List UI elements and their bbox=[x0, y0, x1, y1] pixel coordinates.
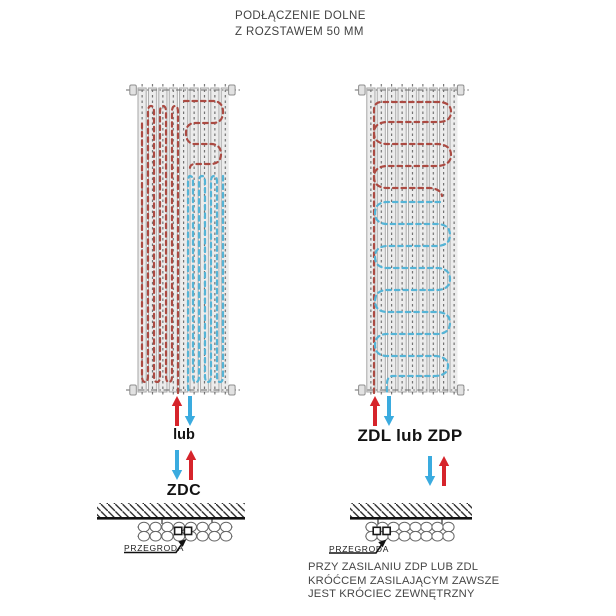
cap-icon bbox=[456, 84, 465, 96]
supply-arrow-up bbox=[185, 450, 197, 480]
partition-left bbox=[97, 503, 245, 554]
cap-icon bbox=[129, 84, 137, 96]
connection-nozzle bbox=[173, 526, 183, 536]
page-title: PODŁĄCZENIE DOLNE Z ROZSTAWEM 50 MM bbox=[235, 10, 366, 38]
connection-nozzle bbox=[382, 526, 391, 536]
hatched-wall bbox=[350, 503, 472, 517]
left-radiator-return-flow-path bbox=[186, 174, 225, 395]
left-partition-label: PRZEGRODA bbox=[124, 543, 185, 553]
radiator-left bbox=[126, 84, 240, 396]
right-partition-label: PRZEGRODA bbox=[329, 543, 390, 554]
left-connection-type-label: ZDC bbox=[166, 482, 202, 499]
cap-icon bbox=[228, 384, 236, 396]
radiator-right-tubes bbox=[365, 84, 458, 396]
left-option-label: lub bbox=[173, 427, 195, 443]
radiator-right bbox=[354, 84, 469, 396]
left-radiator-supply-flow-path-top bbox=[182, 99, 225, 170]
connection-nozzle bbox=[372, 526, 382, 536]
wall-line bbox=[97, 517, 245, 520]
return-arrow-down bbox=[424, 456, 436, 486]
supply-nozzle-note: PRZY ZASILANIU ZDP LUB ZDL KRÓĆCEM ZASIL… bbox=[308, 561, 500, 600]
callout-arrow-icon bbox=[178, 539, 187, 547]
left-radiator-supply-flow-path bbox=[140, 104, 180, 395]
return-arrow-down bbox=[171, 450, 183, 480]
right-radiator-return-flow-path bbox=[373, 200, 452, 395]
cap-icon bbox=[358, 384, 366, 396]
radiator-cross-section bbox=[137, 521, 233, 542]
connection-nozzle bbox=[183, 526, 193, 536]
supply-arrow-up bbox=[438, 456, 450, 486]
partition-right bbox=[329, 503, 472, 554]
radiator-left-tubes bbox=[137, 84, 229, 396]
callout-leader bbox=[124, 542, 184, 554]
cap-icon bbox=[129, 384, 137, 396]
cap-icon bbox=[456, 384, 465, 396]
wall-line bbox=[350, 517, 472, 520]
return-arrow-down bbox=[184, 396, 196, 426]
cap-icon bbox=[228, 84, 236, 96]
right-radiator-supply-flow-path bbox=[372, 100, 453, 395]
return-arrow-down bbox=[383, 396, 395, 426]
callout-leader bbox=[329, 543, 384, 554]
callout-arrow-icon bbox=[378, 539, 387, 548]
right-connection-type-label: ZDL lub ZDP bbox=[357, 426, 463, 445]
supply-arrow-up bbox=[369, 396, 381, 426]
cap-icon bbox=[358, 84, 366, 96]
hatched-wall bbox=[97, 503, 245, 517]
supply-arrow-up bbox=[171, 396, 183, 426]
